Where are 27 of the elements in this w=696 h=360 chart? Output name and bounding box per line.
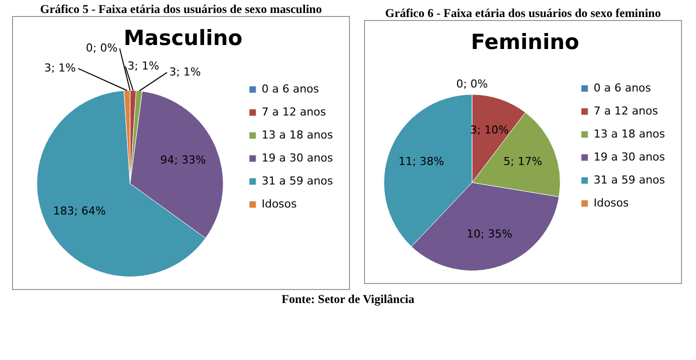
legend-label: 0 a 6 anos (262, 82, 320, 96)
chart-title: Gráfico 5 - Faixa etária dos usuários de sexo masculino (39, 2, 323, 16)
legend-label: 13 a 18 anos (262, 128, 334, 142)
legend-label: 7 a 12 anos (262, 105, 326, 118)
text: 0; 0% (86, 41, 118, 54)
legend-label: Idosos (262, 197, 298, 210)
chart-title: Gráfico 6 - Faixa etária dos usuários do sexo feminino (384, 6, 662, 20)
data-label: 3; 1% (169, 65, 201, 78)
data-label: 183; 64% (53, 204, 106, 218)
legend-label: 7 a 12 anos (594, 104, 658, 118)
data-label: 11; 38% (398, 155, 444, 168)
legend-label: 19 a 30 anos (262, 151, 334, 164)
chart-subtitle: Feminino (470, 30, 580, 54)
legend-label: 31 a 59 anos (262, 174, 334, 188)
data-label: 3; 1% (128, 59, 160, 72)
legend-label: 19 a 30 anos (594, 150, 666, 164)
data-label: 3; 1% (44, 61, 76, 74)
legend-label: 13 a 18 anos (594, 127, 666, 140)
chart-subtitle: Masculino (124, 26, 242, 50)
data-label: 5; 17% (503, 155, 542, 168)
legend-label: Idosos (594, 196, 630, 210)
data-label: 94; 33% (160, 154, 206, 167)
data-label: 10; 35% (466, 227, 512, 240)
legend-label: 31 a 59 anos (594, 173, 666, 186)
legend-label: 0 a 6 anos (594, 81, 652, 94)
text: 0; 0% (456, 77, 488, 90)
source-note: Fonte: Setor de Vigilância (280, 292, 416, 307)
